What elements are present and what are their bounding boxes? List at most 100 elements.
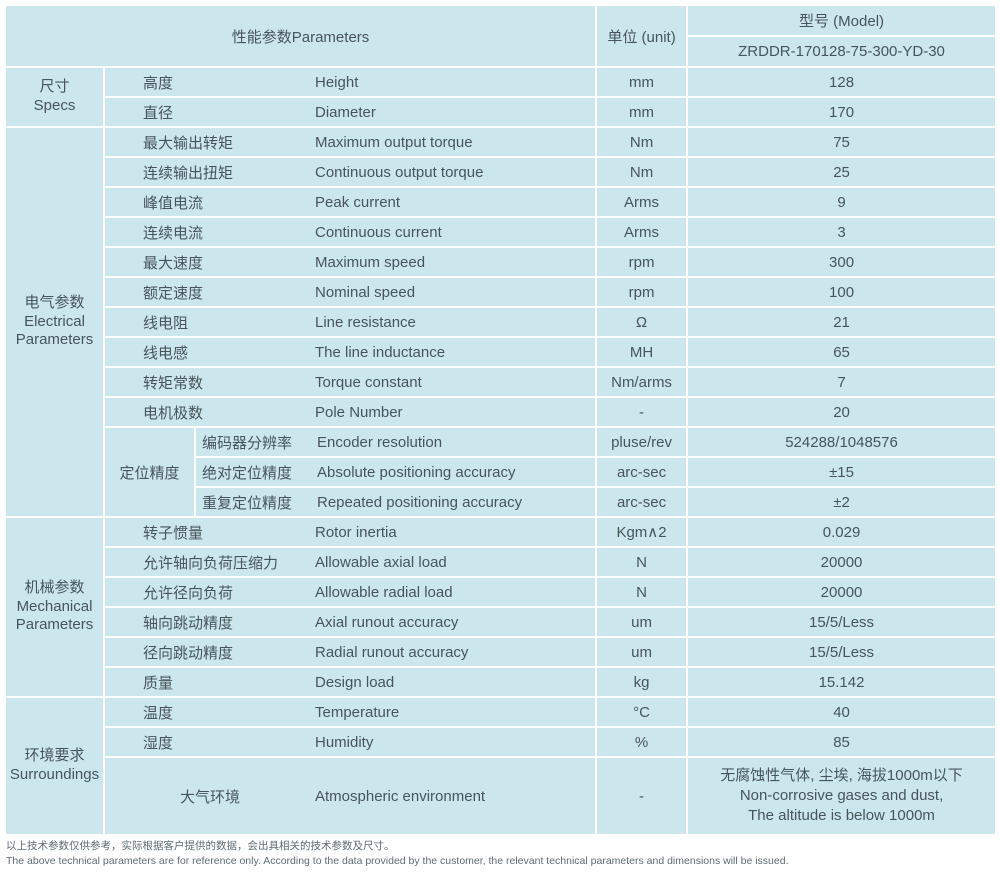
param-en: Line resistance (315, 313, 416, 331)
section-surroundings-en: Surroundings (9, 766, 100, 783)
param-name-cell: 转矩常数 Torque constant (102, 366, 598, 398)
parameters-header: 性能参数Parameters (3, 4, 598, 68)
unit-cell: arc-sec (595, 486, 689, 518)
param-en: Continuous output torque (315, 163, 484, 181)
param-en: Height (315, 73, 359, 91)
param-en: Maximum output torque (315, 133, 473, 151)
value-cell: 300 (686, 246, 998, 278)
value-cell: 100 (686, 276, 998, 308)
param-cn: 直径 (143, 104, 174, 122)
param-cn: 质量 (143, 674, 174, 692)
param-cn: 线电感 (143, 344, 189, 362)
table-row: 大气环境 Atmospheric environment - 无腐蚀性气体, 尘埃… (5, 756, 998, 836)
section-specs-en: Specs (33, 97, 76, 114)
param-cn: 大气环境 (179, 788, 240, 806)
param-name-cell: 湿度 Humidity (102, 726, 598, 758)
param-en: Maximum speed (315, 253, 426, 271)
param-cn: 连续输出扭矩 (143, 164, 234, 182)
param-name-cell: 电机极数 Pole Number (102, 396, 598, 428)
param-name-cell: 峰值电流 Peak current (102, 186, 598, 218)
section-surroundings-cn: 环境要求 (24, 747, 85, 765)
value-cell: 128 (686, 66, 998, 98)
param-cn: 峰值电流 (143, 194, 204, 212)
param-cn: 编码器分辨率 (202, 434, 293, 452)
param-en: Allowable axial load (315, 553, 447, 571)
value-cell: 无腐蚀性气体, 尘埃, 海拔1000m以下 Non-corrosive gase… (686, 756, 998, 836)
param-name-cell: 质量 Design load (102, 666, 598, 698)
param-en: Absolute positioning accuracy (317, 463, 516, 481)
table-row: 连续电流 Continuous current Arms 3 (5, 216, 998, 248)
unit-cell: Arms (595, 186, 689, 218)
param-en: Allowable radial load (315, 583, 453, 601)
table-row: 峰值电流 Peak current Arms 9 (5, 186, 998, 218)
param-en: Peak current (315, 193, 401, 211)
param-cn: 湿度 (143, 734, 174, 752)
value-cell: 524288/1048576 (686, 426, 998, 458)
unit-cell: kg (595, 666, 689, 698)
unit-header: 单位 (unit) (595, 4, 689, 68)
table-row: 轴向跳动精度 Axial runout accuracy um 15/5/Less (5, 606, 998, 638)
value-cell: 65 (686, 336, 998, 368)
param-name-cell: 重复定位精度 Repeated positioning accuracy (193, 486, 598, 518)
unit-cell: Ω (595, 306, 689, 338)
table-row: 转矩常数 Torque constant Nm/arms 7 (5, 366, 998, 398)
table-row: 湿度 Humidity % 85 (5, 726, 998, 758)
unit-cell: Nm (595, 126, 689, 158)
value-cell: 15/5/Less (686, 636, 998, 668)
spec-table: 性能参数Parameters 单位 (unit) 型号 (Model) ZRDD… (3, 4, 998, 836)
section-electrical-en: Electrical Parameters (15, 312, 94, 349)
section-surroundings: 环境要求 Surroundings (4, 696, 105, 836)
param-en: The line inductance (315, 343, 446, 361)
param-en: Humidity (315, 733, 374, 751)
param-cn: 允许径向负荷 (143, 584, 234, 602)
table-row: 允许径向负荷 Allowable radial load N 20000 (5, 576, 998, 608)
param-en: Continuous current (315, 223, 442, 241)
param-name-cell: 连续输出扭矩 Continuous output torque (102, 156, 598, 188)
param-en: Design load (315, 673, 395, 691)
unit-cell: arc-sec (595, 456, 689, 488)
param-name-cell: 线电阻 Line resistance (102, 306, 598, 338)
param-cn: 额定速度 (143, 284, 204, 302)
param-en: Temperature (315, 703, 400, 721)
param-cn: 允许轴向负荷压缩力 (143, 554, 279, 572)
param-en: Repeated positioning accuracy (317, 493, 523, 511)
section-mechanical: 机械参数 Mechanical Parameters (4, 516, 105, 698)
param-en: Diameter (315, 103, 376, 121)
value-cell: 20000 (686, 546, 998, 578)
table-row: 定位精度 编码器分辨率 Encoder resolution pluse/rev … (5, 426, 998, 518)
param-cn: 转子惯量 (143, 524, 204, 542)
table-row: 径向跳动精度 Radial runout accuracy um 15/5/Les… (5, 636, 998, 668)
param-name-cell: 大气环境 Atmospheric environment (102, 756, 598, 836)
value-cell: 7 (686, 366, 998, 398)
param-name-cell: 编码器分辨率 Encoder resolution (193, 426, 598, 458)
value-cell: 75 (686, 126, 998, 158)
section-electrical: 电气参数 Electrical Parameters (4, 126, 105, 518)
unit-cell: Arms (595, 216, 689, 248)
subgroup-positioning-accuracy: 定位精度 (103, 426, 196, 518)
param-cn: 轴向跳动精度 (143, 614, 234, 632)
param-name-cell: 最大输出转矩 Maximum output torque (102, 126, 598, 158)
table-row: 绝对定位精度 Absolute positioning accuracy arc-… (5, 456, 998, 488)
section-mechanical-en: Mechanical Parameters (15, 597, 94, 634)
param-en: Axial runout accuracy (315, 613, 459, 631)
unit-cell: % (595, 726, 689, 758)
param-name-cell: 允许径向负荷 Allowable radial load (102, 576, 598, 608)
value-cell: ±2 (686, 486, 998, 518)
param-cn: 绝对定位精度 (202, 464, 293, 482)
param-en: Nominal speed (315, 283, 416, 301)
footer-note-cn: 以上技术参数仅供参考，实际根据客户提供的数据，会出具相关的技术参数及尺寸。 (6, 840, 395, 852)
table-row: 尺寸 Specs 高度 Height mm 128 (4, 66, 998, 128)
table-row: 直径 Diameter mm 170 (5, 96, 998, 128)
value-cell: 0.029 (686, 516, 998, 548)
unit-cell: pluse/rev (595, 426, 689, 458)
table-row: 电气参数 Electrical Parameters 最大输出转矩 Maximum… (4, 126, 998, 518)
param-cn: 线电阻 (143, 314, 189, 332)
model-label-header: 型号 (Model) (686, 4, 998, 37)
atmospheric-value-line-en1: Non-corrosive gases and dust, (739, 786, 944, 804)
unit-cell: - (595, 396, 689, 428)
unit-cell: N (595, 576, 689, 608)
param-name-cell: 高度 Height (102, 66, 598, 98)
param-cn: 重复定位精度 (202, 494, 293, 512)
param-name-cell: 轴向跳动精度 Axial runout accuracy (102, 606, 598, 638)
